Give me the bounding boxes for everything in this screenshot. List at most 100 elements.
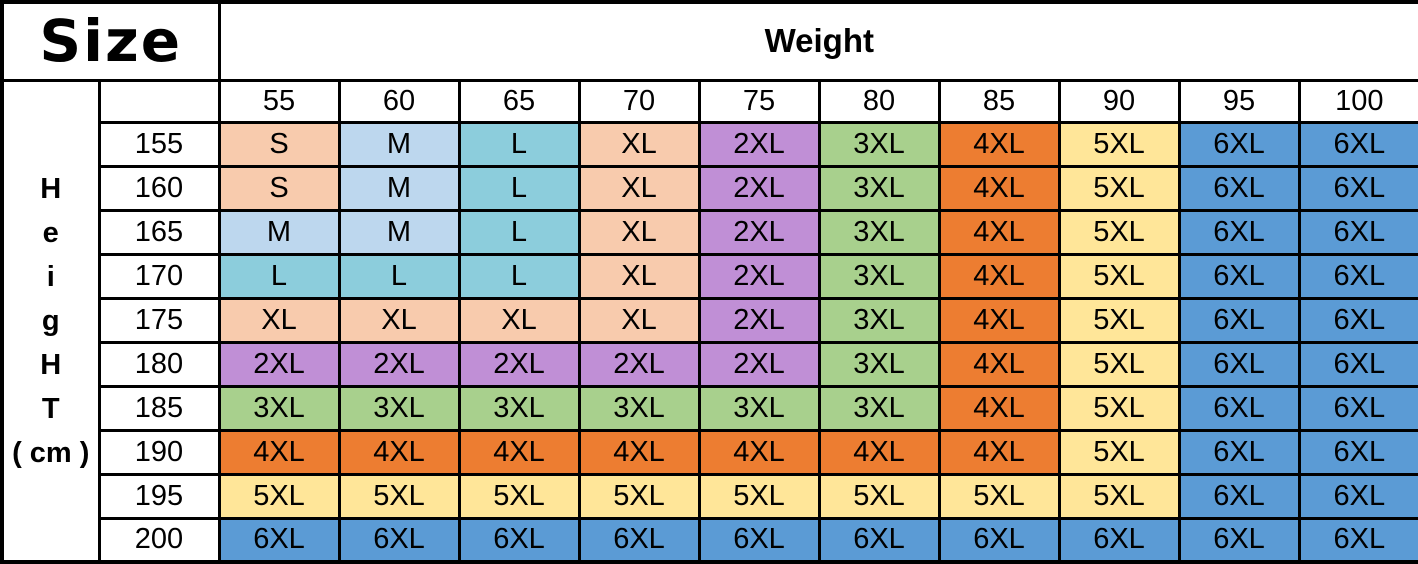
weight-value-cell: 70 <box>577 78 701 124</box>
size-cell: 6XL <box>1297 340 1418 388</box>
weight-value-cell: 95 <box>1177 78 1301 124</box>
size-cell: 2XL <box>577 340 701 388</box>
size-cell: 6XL <box>1177 120 1301 168</box>
size-row: 170 L L L XL 2XL 3XL 4XL 5XL 6XL 6XL <box>2 252 1418 300</box>
size-cell: 5XL <box>1057 428 1181 476</box>
weight-value-cell: 80 <box>817 78 941 124</box>
size-cell: 6XL <box>1297 252 1418 300</box>
size-cell: M <box>217 208 341 256</box>
size-cell: 2XL <box>697 252 821 300</box>
size-cell: XL <box>217 296 341 344</box>
size-cell: 6XL <box>1177 164 1301 212</box>
size-row: 160 S M L XL 2XL 3XL 4XL 5XL 6XL 6XL <box>2 164 1418 212</box>
size-cell: XL <box>457 296 581 344</box>
size-cell: 4XL <box>697 428 821 476</box>
size-cell: L <box>457 164 581 212</box>
size-cell: L <box>457 208 581 256</box>
size-cell: XL <box>577 296 701 344</box>
size-row: 165 M M L XL 2XL 3XL 4XL 5XL 6XL 6XL <box>2 208 1418 256</box>
size-cell: 5XL <box>1057 296 1181 344</box>
size-cell: 3XL <box>817 340 941 388</box>
size-cell: 5XL <box>577 472 701 520</box>
header-row: Size Weight <box>0 0 1418 82</box>
size-cell: 2XL <box>697 208 821 256</box>
size-cell: L <box>457 252 581 300</box>
size-row: 180 2XL 2XL 2XL 2XL 2XL 3XL 4XL 5XL 6XL 6XL <box>2 340 1418 388</box>
size-cell: 6XL <box>1297 472 1418 520</box>
size-cell: M <box>337 208 461 256</box>
size-cell: 6XL <box>457 516 581 564</box>
size-cell: 5XL <box>1057 340 1181 388</box>
size-cell: L <box>457 120 581 168</box>
weight-value-cell: 85 <box>937 78 1061 124</box>
size-cell: 6XL <box>1297 516 1418 564</box>
weight-value-cell: 65 <box>457 78 581 124</box>
size-cell: 2XL <box>457 340 581 388</box>
size-cell: 6XL <box>937 516 1061 564</box>
weight-group-header: Weight <box>217 0 1418 82</box>
height-label-line: i <box>46 260 55 293</box>
size-cell: 4XL <box>937 164 1061 212</box>
size-cell: M <box>337 120 461 168</box>
size-cell: 4XL <box>337 428 461 476</box>
size-cell: 4XL <box>937 252 1061 300</box>
height-value-cell: 190 <box>97 428 221 476</box>
weight-value-cell: 60 <box>337 78 461 124</box>
height-value-cell: 185 <box>97 384 221 432</box>
size-cell: XL <box>577 208 701 256</box>
size-cell: 5XL <box>937 472 1061 520</box>
size-cell: 4XL <box>937 384 1061 432</box>
height-label-line: g <box>41 304 60 337</box>
height-value-cell: 200 <box>97 516 221 564</box>
size-cell: S <box>217 120 341 168</box>
size-cell: 6XL <box>1177 296 1301 344</box>
height-value-cell: 170 <box>97 252 221 300</box>
size-cell: 3XL <box>217 384 341 432</box>
size-cell: M <box>337 164 461 212</box>
size-cell: 6XL <box>1177 516 1301 564</box>
size-cell: 4XL <box>577 428 701 476</box>
size-cell: 3XL <box>817 164 941 212</box>
size-row: 175 XL XL XL XL 2XL 3XL 4XL 5XL 6XL 6XL <box>2 296 1418 344</box>
size-cell: 2XL <box>217 340 341 388</box>
height-label-line: H <box>40 348 62 381</box>
height-value-cell: 180 <box>97 340 221 388</box>
size-cell: 6XL <box>1297 208 1418 256</box>
size-cell: 4XL <box>457 428 581 476</box>
size-cell: XL <box>337 296 461 344</box>
size-cell: 6XL <box>1177 384 1301 432</box>
size-cell: 6XL <box>1297 120 1418 168</box>
size-cell: 3XL <box>697 384 821 432</box>
size-cell: 3XL <box>577 384 701 432</box>
size-corner-label: Size <box>0 0 221 82</box>
size-cell: 2XL <box>337 340 461 388</box>
size-row: 190 4XL 4XL 4XL 4XL 4XL 4XL 4XL 5XL 6XL 6XL <box>2 428 1418 476</box>
height-value-cell: 155 <box>97 120 221 168</box>
weight-value-cell: 55 <box>217 78 341 124</box>
size-cell: L <box>217 252 341 300</box>
size-cell: 5XL <box>1057 120 1181 168</box>
height-label-line: H <box>40 172 62 205</box>
size-cell: L <box>337 252 461 300</box>
size-cell: 5XL <box>1057 472 1181 520</box>
size-cell: 4XL <box>937 428 1061 476</box>
height-value-cell: 175 <box>97 296 221 344</box>
size-cell: 4XL <box>817 428 941 476</box>
size-cell: 4XL <box>937 208 1061 256</box>
size-cell: 5XL <box>1057 384 1181 432</box>
height-value-cell: 165 <box>97 208 221 256</box>
size-cell: XL <box>577 164 701 212</box>
size-cell: XL <box>577 120 701 168</box>
size-cell: 3XL <box>817 120 941 168</box>
size-cell: 6XL <box>217 516 341 564</box>
size-cell: 2XL <box>697 164 821 212</box>
size-cell: 5XL <box>817 472 941 520</box>
size-cell: 6XL <box>697 516 821 564</box>
size-row: 195 5XL 5XL 5XL 5XL 5XL 5XL 5XL 5XL 6XL 6XL <box>2 472 1418 520</box>
size-cell: 3XL <box>817 252 941 300</box>
size-cell: 6XL <box>817 516 941 564</box>
